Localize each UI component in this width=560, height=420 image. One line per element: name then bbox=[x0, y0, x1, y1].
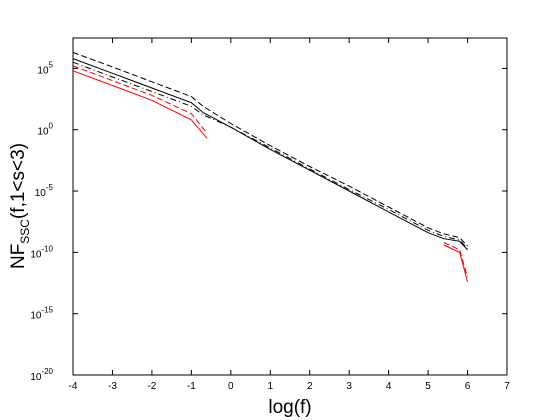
series-line bbox=[72, 65, 468, 278]
y-tick-base: 10 bbox=[30, 372, 42, 383]
y-tick-base: 10 bbox=[37, 127, 49, 138]
y-tick-label: 10-10 bbox=[30, 244, 53, 260]
y-tick-label: 105 bbox=[37, 60, 53, 76]
y-tick-exponent: 5 bbox=[49, 60, 54, 69]
y-tick-exponent: -15 bbox=[41, 306, 53, 315]
x-tick-label: 7 bbox=[504, 381, 510, 392]
x-tick-label: 3 bbox=[346, 381, 352, 392]
y-tick-exponent: -10 bbox=[41, 244, 53, 253]
series-line bbox=[72, 51, 468, 247]
x-tick-label: 1 bbox=[267, 381, 273, 392]
x-tick-label: -1 bbox=[187, 381, 196, 392]
y-tick-base: 10 bbox=[37, 65, 49, 76]
y-tick-exponent: -20 bbox=[41, 367, 53, 376]
y-label-main: NF bbox=[8, 244, 29, 269]
y-tick-base: 10 bbox=[30, 249, 42, 260]
series-line bbox=[72, 61, 468, 250]
x-tick-label: 6 bbox=[465, 381, 471, 392]
y-label-sub: SSC bbox=[18, 219, 32, 244]
y-tick-label: 10-20 bbox=[30, 367, 53, 383]
y-tick-exponent: -5 bbox=[46, 183, 54, 192]
x-tick-label: -2 bbox=[147, 381, 156, 392]
x-tick-label: 2 bbox=[307, 381, 313, 392]
x-tick-label: 0 bbox=[228, 381, 234, 392]
x-tick-label: -3 bbox=[108, 381, 117, 392]
y-axis-label: NFSSC(f,1<s<3) bbox=[8, 143, 32, 269]
x-tick-label: 5 bbox=[425, 381, 431, 392]
series-line bbox=[72, 58, 468, 251]
series-line bbox=[72, 70, 468, 282]
y-tick-base: 10 bbox=[30, 311, 42, 322]
axes-box bbox=[72, 37, 508, 376]
x-tick-label: 4 bbox=[386, 381, 392, 392]
x-axis-label: log(f) bbox=[268, 397, 311, 418]
y-tick-exponent: 0 bbox=[49, 122, 54, 131]
y-tick-label: 10-15 bbox=[30, 306, 53, 322]
y-tick-base: 10 bbox=[35, 188, 47, 199]
y-tick-label: 10-5 bbox=[35, 183, 54, 199]
y-tick-label: 100 bbox=[37, 122, 53, 138]
y-label-rest: (f,1<s<3) bbox=[8, 143, 29, 219]
x-tick-label: -4 bbox=[69, 381, 78, 392]
